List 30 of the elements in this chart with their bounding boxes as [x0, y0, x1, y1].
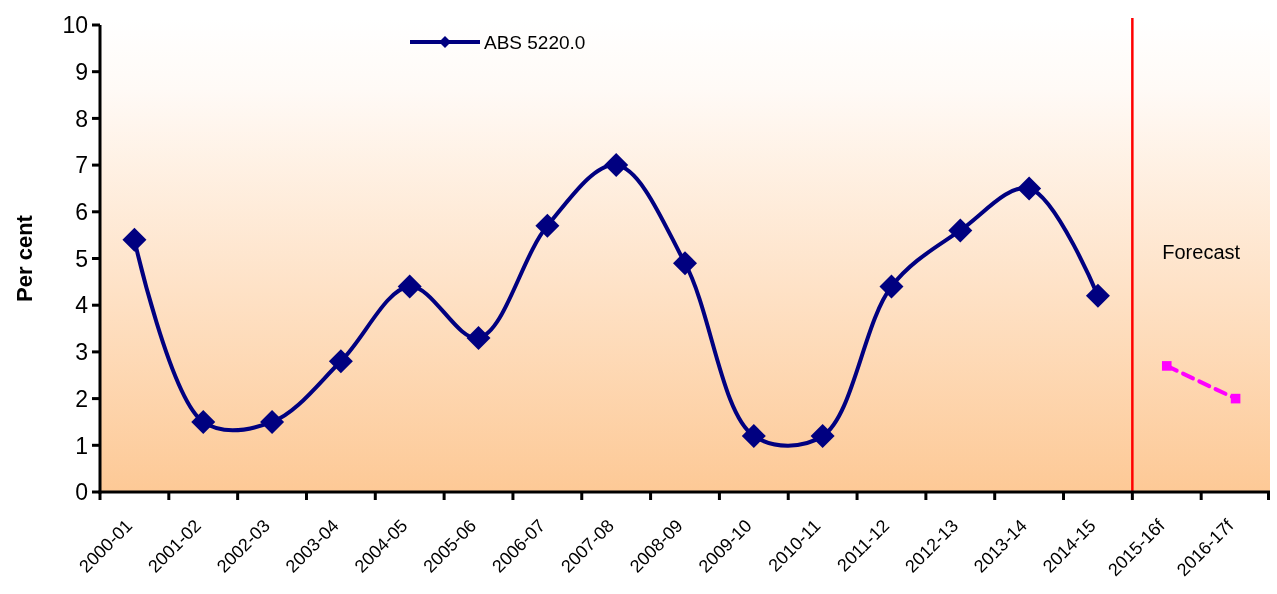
y-axis-title: Per cent	[12, 214, 37, 302]
y-tick-label: 5	[75, 245, 88, 272]
point	[948, 218, 973, 243]
point	[879, 274, 904, 299]
y-tick-label: 8	[75, 105, 88, 132]
point	[673, 251, 697, 276]
point	[741, 423, 766, 448]
point	[328, 349, 353, 374]
point	[122, 227, 147, 252]
y-tick-label: 1	[75, 432, 88, 459]
y-tick-label: 9	[75, 58, 88, 85]
y-tick-label: 2	[75, 385, 88, 412]
y-tick-label: 0	[75, 479, 88, 506]
y-tick-label: 4	[75, 292, 89, 319]
point	[397, 274, 422, 299]
point	[604, 153, 629, 178]
point	[810, 423, 835, 448]
point	[535, 213, 560, 238]
point	[191, 409, 216, 434]
y-tick-label: 3	[75, 339, 88, 366]
point	[1161, 361, 1172, 371]
point	[1085, 283, 1110, 308]
ref-line-label: Forecast	[1162, 241, 1241, 263]
point	[260, 409, 285, 434]
y-tick-label: 10	[62, 12, 88, 39]
y-tick-label: 7	[75, 152, 88, 179]
point	[466, 325, 491, 350]
legend-label: ABS 5220.0	[484, 31, 586, 53]
point	[1017, 176, 1042, 201]
y-tick-label: 6	[75, 199, 88, 226]
